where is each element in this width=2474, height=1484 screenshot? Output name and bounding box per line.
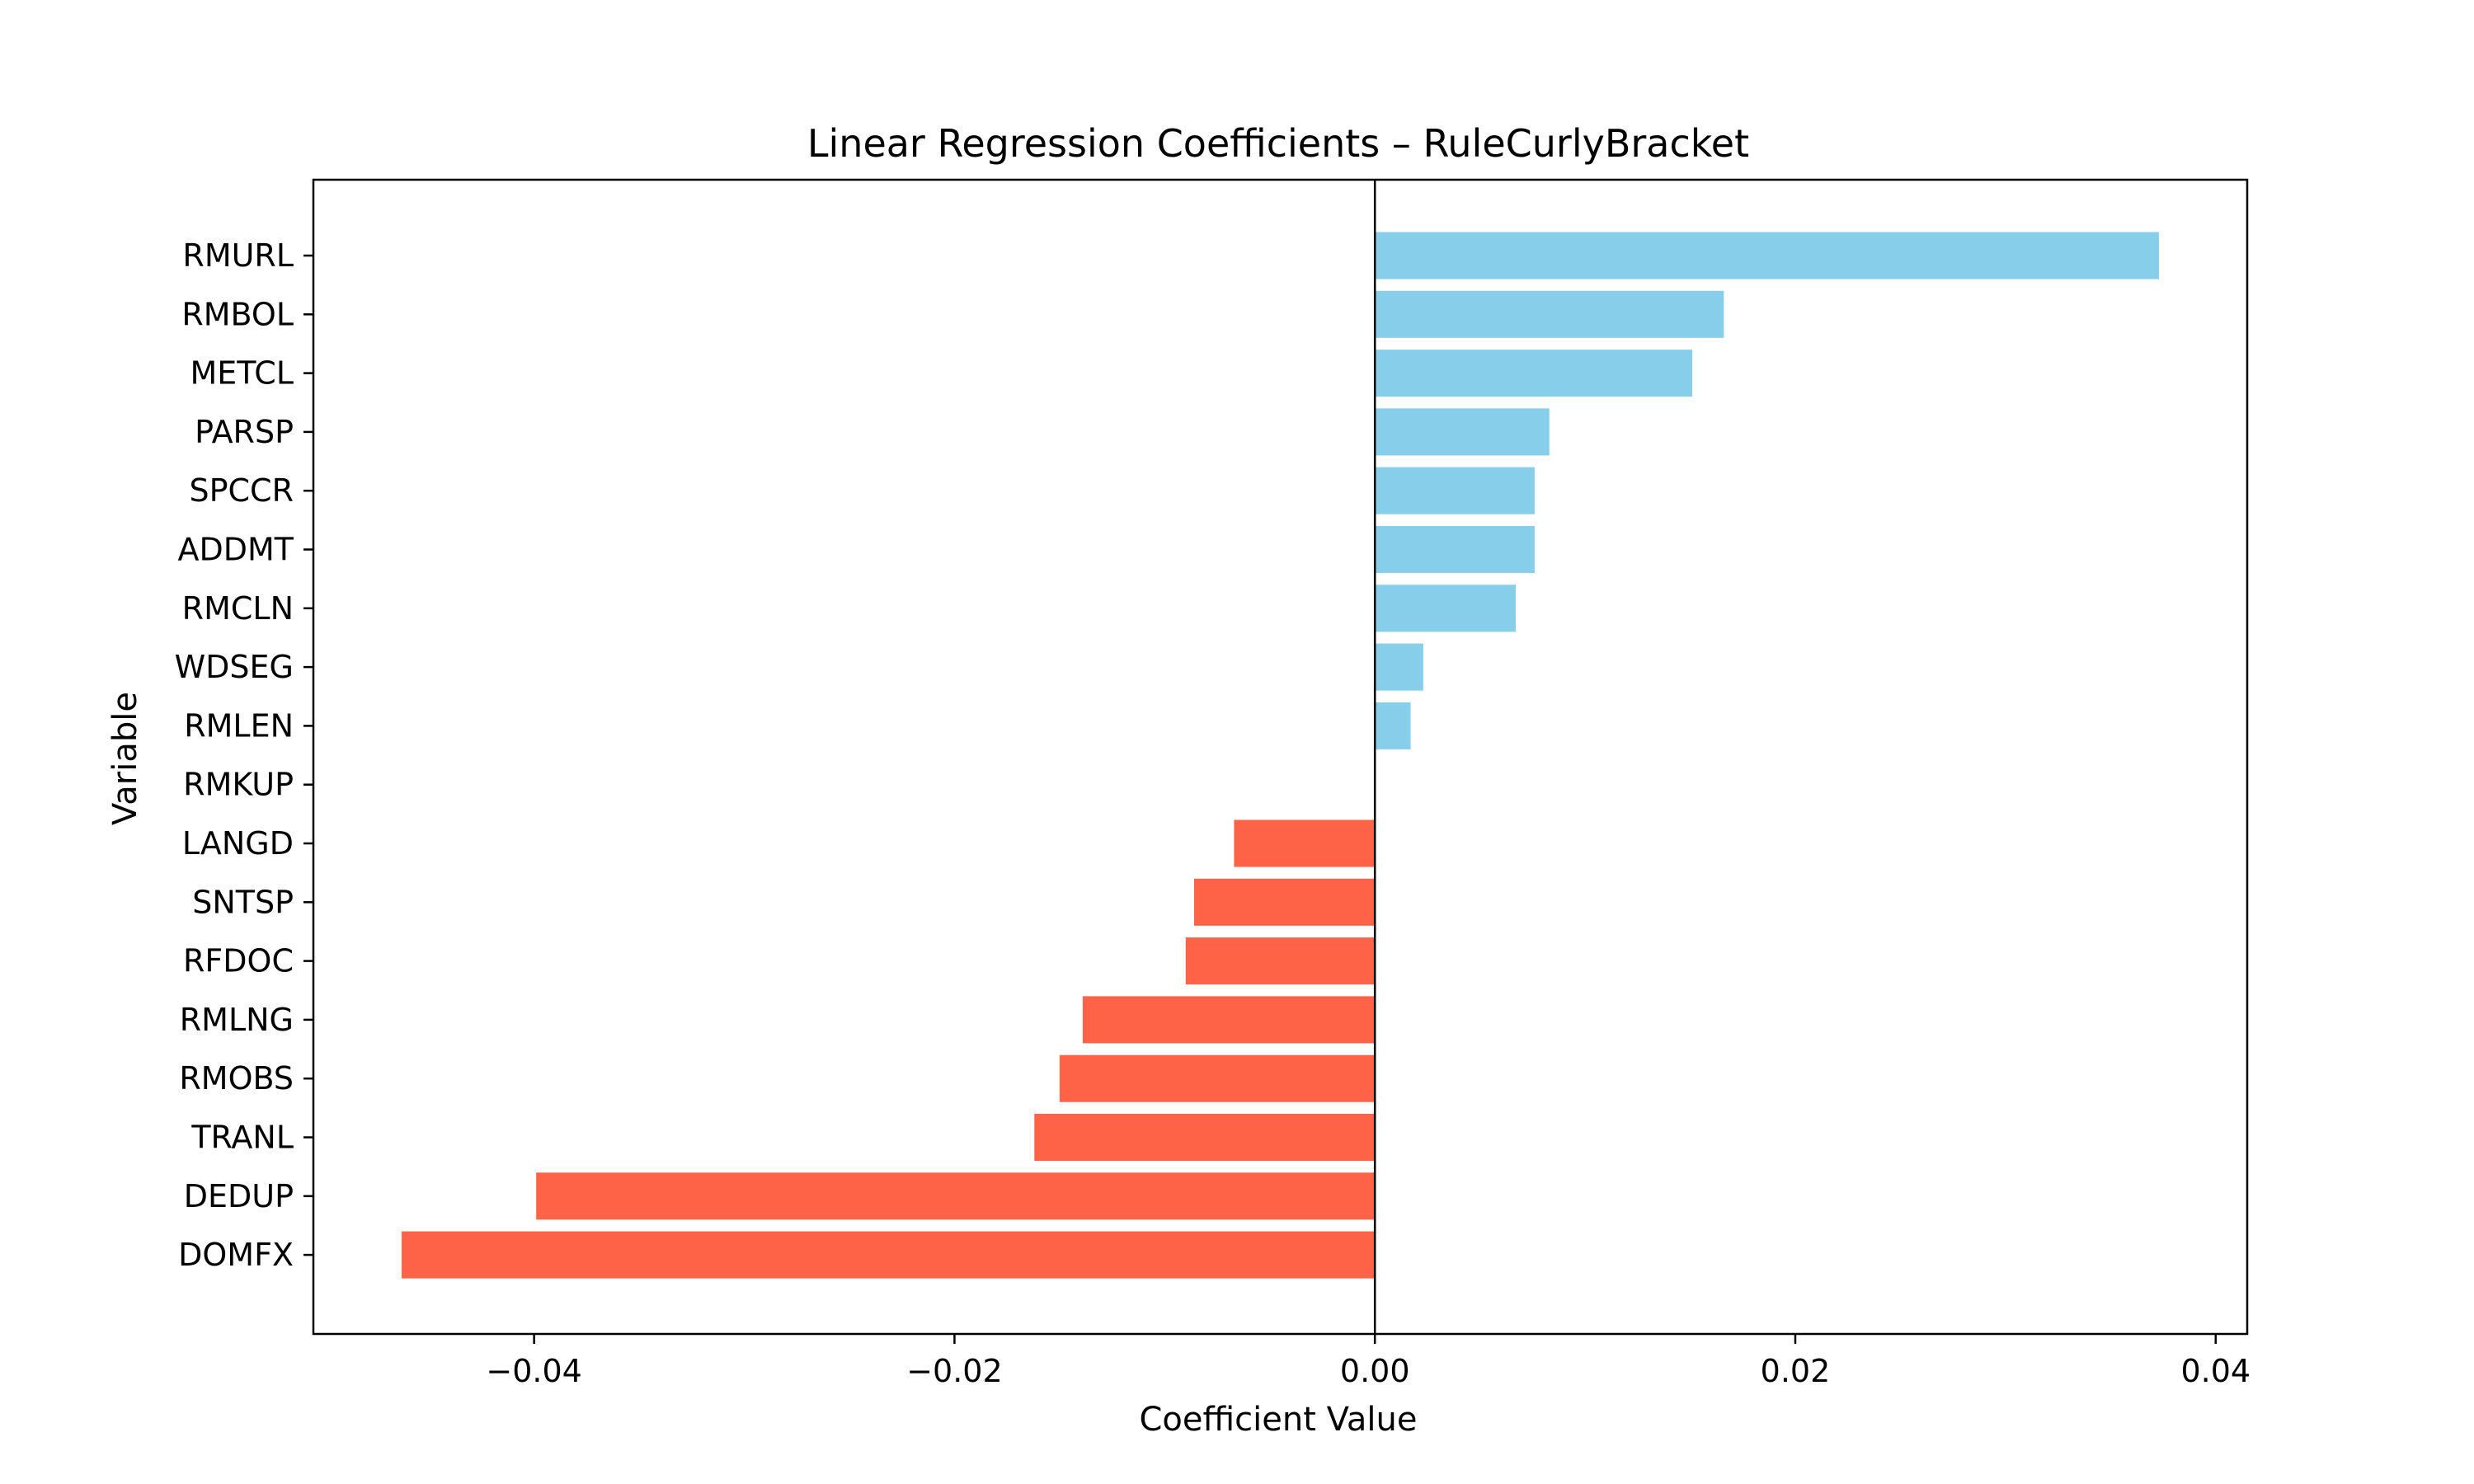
y-tick-label-dedup: DEDUP — [184, 1178, 294, 1214]
bars-group — [402, 232, 2159, 1279]
bar-rmlng — [1082, 996, 1376, 1044]
plot-frame — [312, 178, 2249, 1336]
bar-rfdoc — [1185, 937, 1376, 985]
y-tick-label-metcl: METCL — [190, 355, 294, 392]
bar-langd — [1234, 819, 1376, 867]
x-tick-label-1: −0.02 — [906, 1353, 1002, 1389]
y-axis: RMURL RMBOL METCL PARSP SPCCR ADDMT RMCLN WDSEG… — [175, 237, 313, 1273]
x-tick-label-0: −0.04 — [486, 1353, 581, 1389]
y-tick-label-wdseg: WDSEG — [175, 649, 294, 685]
y-tick-label-rfdoc: RFDOC — [183, 943, 294, 979]
bar-tranl — [1034, 1113, 1376, 1162]
y-tick-label-rmlen: RMLEN — [184, 707, 294, 744]
y-tick-label-tranl: TRANL — [190, 1120, 294, 1156]
x-tick-label-4: 0.04 — [2180, 1353, 2251, 1389]
y-tick-label-parsp: PARSP — [195, 414, 294, 450]
x-axis: −0.04 −0.02 0.00 0.02 0.04 — [486, 1334, 2251, 1389]
y-tick-label-rmcln: RMCLN — [182, 590, 294, 627]
y-tick-label-addmt: ADDMT — [177, 532, 294, 568]
y-tick-label-spccr: SPCCR — [189, 472, 294, 509]
y-tick-label-rmkup: RMKUP — [183, 767, 294, 803]
y-tick-label-domfx: DOMFX — [178, 1237, 294, 1273]
bar-sntsp — [1193, 878, 1376, 926]
bar-domfx — [402, 1231, 1376, 1279]
y-tick-label-sntsp: SNTSP — [192, 884, 294, 920]
bar-rmurl — [1375, 232, 2159, 279]
y-tick-label-langd: LANGD — [182, 825, 294, 862]
y-tick-label-rmlng: RMLNG — [180, 1002, 294, 1038]
x-axis-label: Coefficient Value — [1140, 1401, 1418, 1439]
y-tick-label-rmbol: RMBOL — [181, 296, 294, 332]
chart-title: Linear Regression Coefficients – RuleCur… — [807, 121, 1749, 166]
bar-rmcln — [1375, 585, 1516, 632]
bar-spccr — [1375, 467, 1535, 514]
bar-rmbol — [1375, 290, 1724, 338]
y-axis-label: Variable — [106, 692, 144, 825]
bar-dedup — [536, 1172, 1376, 1220]
y-tick-label-rmobs: RMOBS — [179, 1060, 294, 1097]
x-tick-label-3: 0.02 — [1761, 1353, 1831, 1389]
bar-metcl — [1375, 350, 1693, 397]
y-tick-label-rmurl: RMURL — [182, 237, 294, 274]
bar-rmlen — [1375, 702, 1411, 749]
bar-wdseg — [1375, 643, 1423, 691]
x-tick-label-2: 0.00 — [1340, 1353, 1410, 1389]
bar-rmobs — [1059, 1054, 1376, 1102]
bar-parsp — [1375, 408, 1550, 456]
bar-addmt — [1375, 525, 1535, 574]
